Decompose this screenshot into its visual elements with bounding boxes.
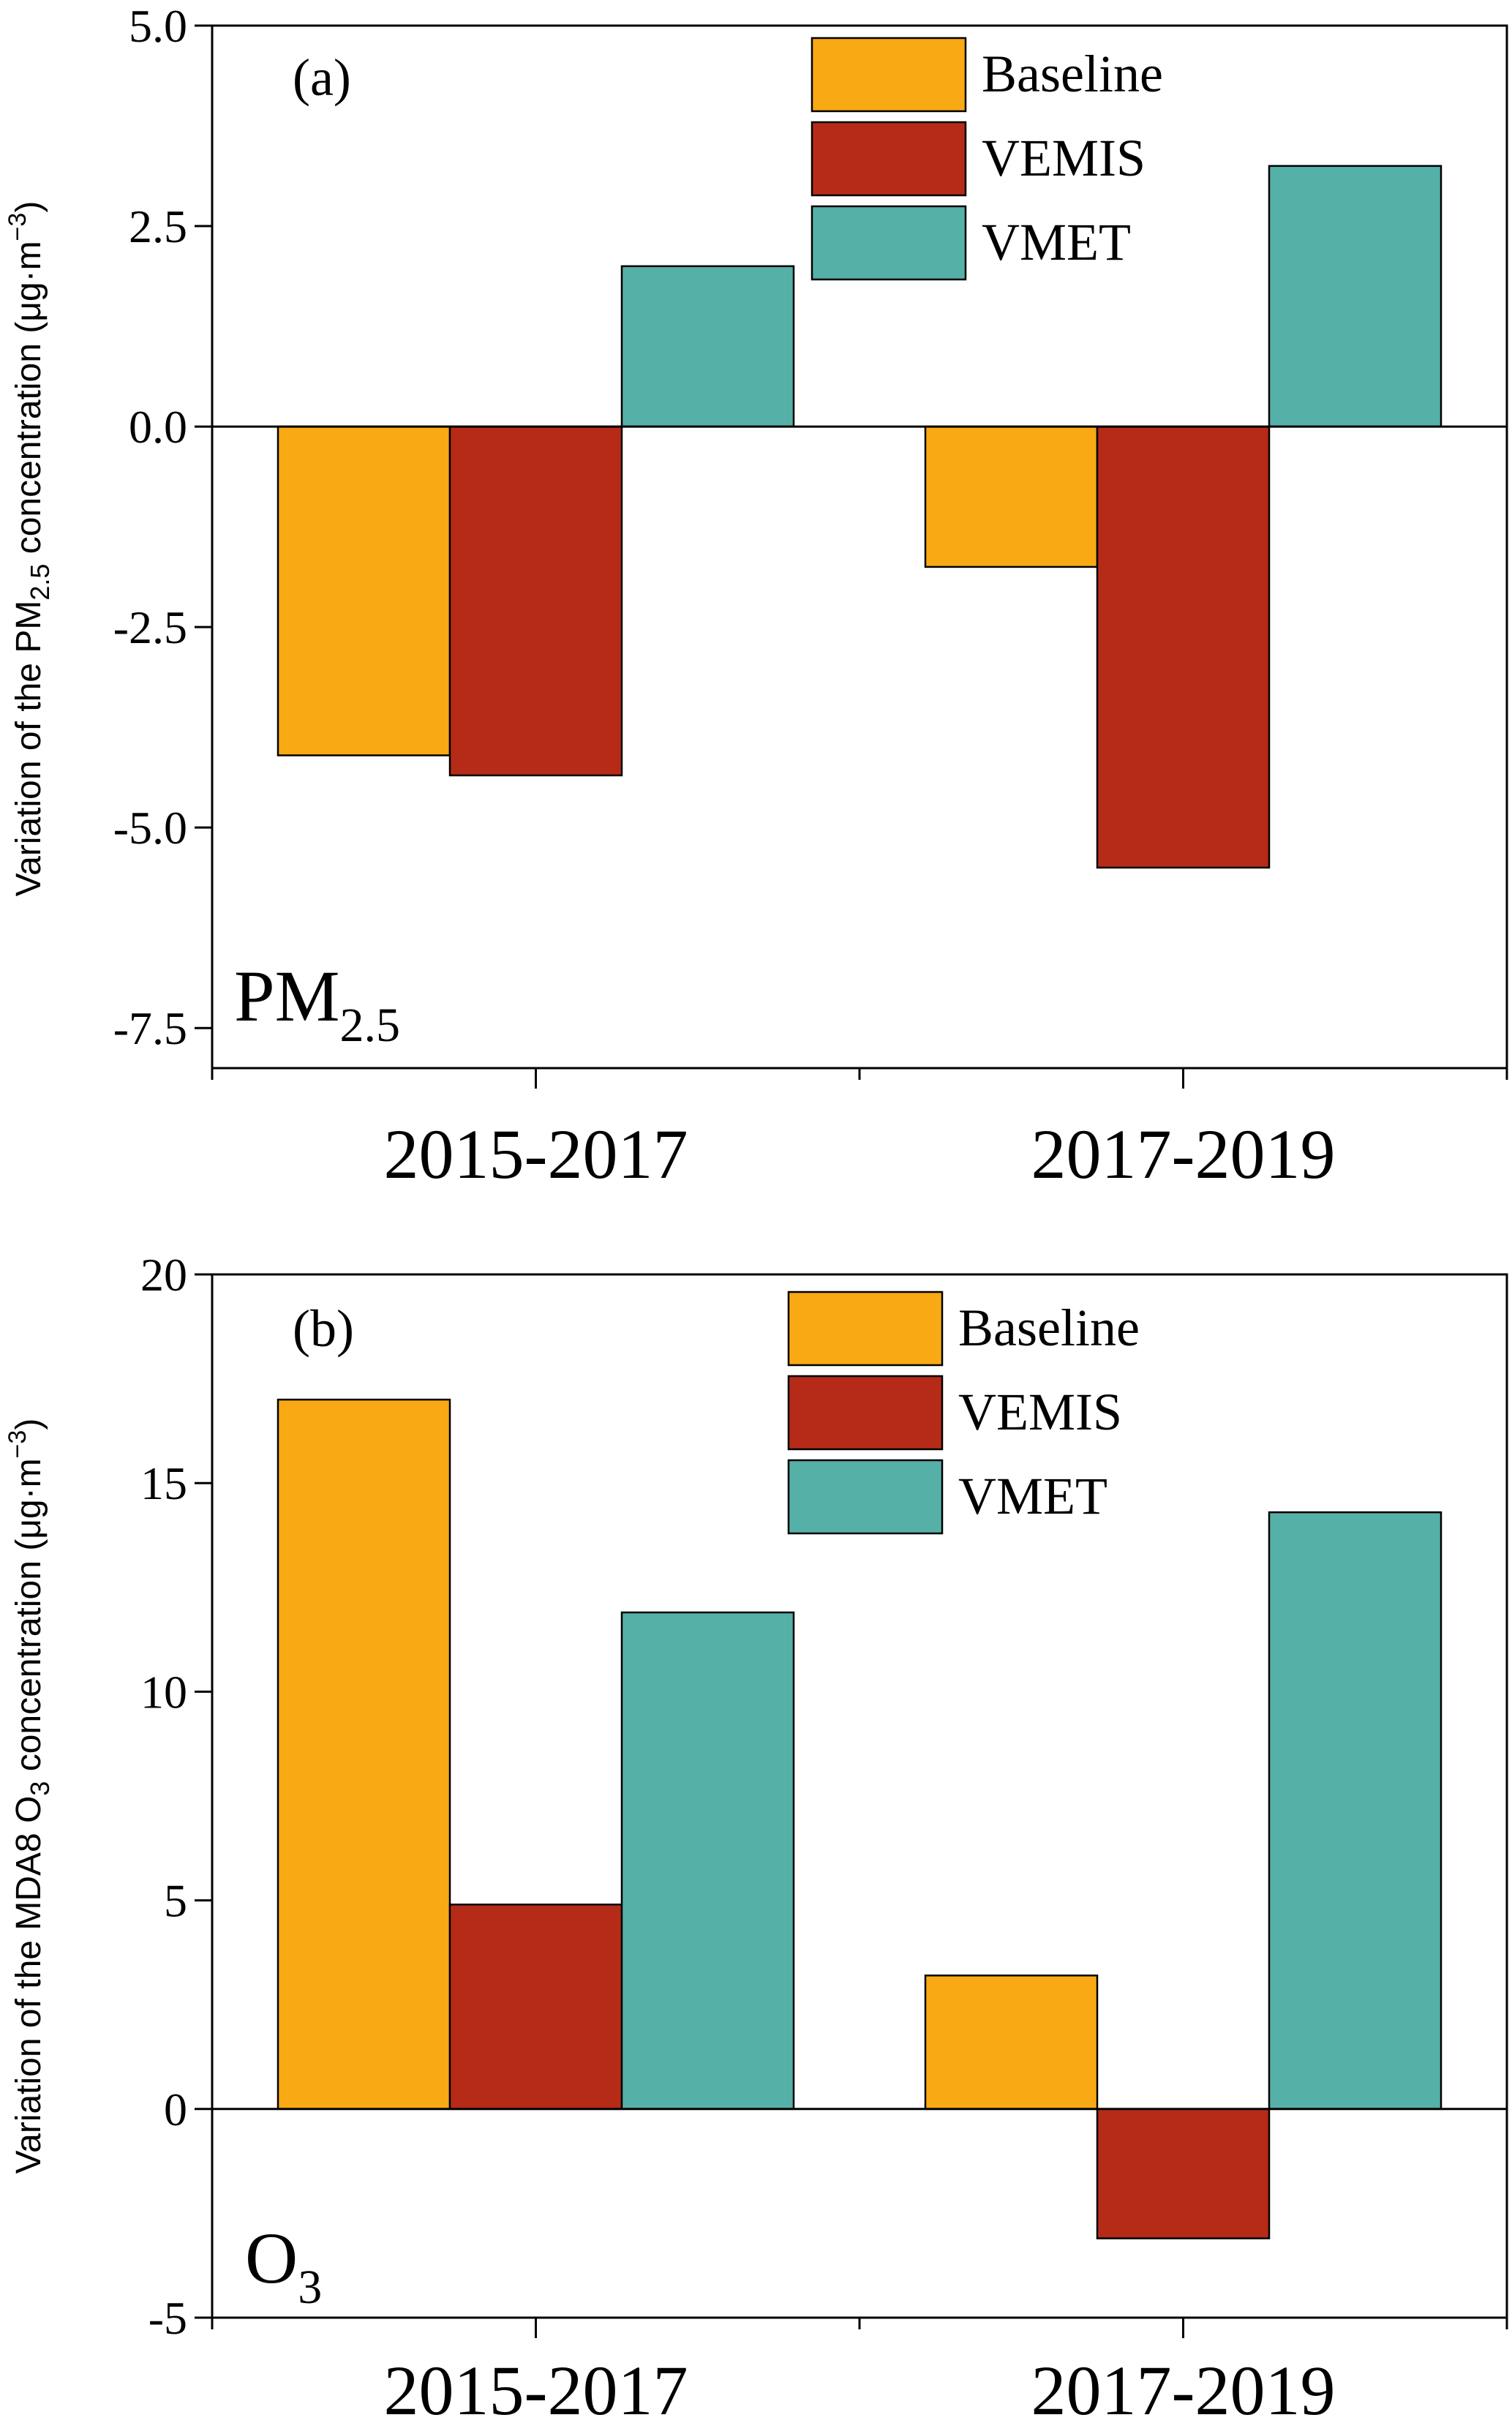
bar-vmet-2017-2019 (1268, 165, 1443, 428)
panel-label: (a) (293, 48, 351, 107)
bar-baseline-2017-2019 (924, 1975, 1099, 2111)
legend-label-vmet: VMET (958, 1467, 1107, 1525)
legend-label-vemis: VEMIS (958, 1383, 1122, 1441)
legend-swatch-vemis (787, 1375, 944, 1451)
legend-swatch-vemis (810, 121, 967, 197)
species-label: PM2.5 (234, 955, 400, 1052)
legend-swatch-vmet (787, 1459, 944, 1535)
y-tick-label: -5 (148, 2292, 187, 2344)
species-label: O3 (245, 2217, 322, 2314)
y-tick-label: 2.5 (129, 200, 187, 252)
panel-label: (b) (293, 1299, 354, 1358)
panel-a: 2015-2017 2017-2019 5.0 2.5 0.0 -2.5 -5.0 -7.5 (… (4, 0, 1508, 1193)
y-tick-label: 5 (164, 1875, 187, 1927)
panel-b: 2015-2017 2017-2019 20 15 10 5 0 -5 (b) O3 Baselin… (4, 1249, 1508, 2423)
bar-vemis-2015-2017 (448, 1904, 623, 2111)
x-tick-label: 2017-2019 (1031, 1115, 1336, 1193)
bar-vmet-2015-2017 (620, 265, 795, 428)
legend-swatch-baseline (787, 1291, 944, 1367)
y-tick-label: -2.5 (113, 601, 187, 653)
legend-label-baseline: Baseline (958, 1299, 1140, 1357)
legend-label-vemis: VEMIS (982, 129, 1146, 187)
y-tick-label: 15 (140, 1457, 187, 1509)
x-tick-label: 2015-2017 (384, 1115, 688, 1193)
legend-swatch-baseline (810, 37, 967, 113)
bar-baseline-2015-2017 (277, 425, 451, 756)
y-tick-label: -5.0 (113, 802, 187, 854)
legend-label-vmet: VMET (982, 213, 1131, 271)
bar-vmet-2015-2017 (620, 1611, 795, 2111)
x-tick-label: 2015-2017 (384, 2351, 688, 2423)
y-axis-label: Variation of the MDA8 O3 concentration (… (4, 1419, 55, 2174)
legend-swatch-vmet (810, 205, 967, 281)
y-tick-label: 5.0 (129, 0, 187, 52)
y-tick-label: 0.0 (129, 401, 187, 453)
bar-baseline-2017-2019 (924, 425, 1099, 568)
y-tick-label: -7.5 (113, 1002, 187, 1054)
y-tick-label: 10 (140, 1666, 187, 1718)
y-tick-label: 0 (164, 2084, 187, 2135)
bar-baseline-2015-2017 (277, 1398, 451, 2111)
bar-vmet-2017-2019 (1268, 1511, 1443, 2111)
x-tick-label: 2017-2019 (1031, 2351, 1336, 2423)
y-axis-label: Variation of the PM2.5 concentration (μg… (4, 201, 55, 897)
bar-vemis-2017-2019 (1096, 2108, 1271, 2239)
bar-vemis-2015-2017 (448, 425, 623, 777)
y-tick-label: 20 (140, 1249, 187, 1301)
bar-vemis-2017-2019 (1096, 425, 1271, 869)
legend-label-baseline: Baseline (982, 45, 1163, 103)
